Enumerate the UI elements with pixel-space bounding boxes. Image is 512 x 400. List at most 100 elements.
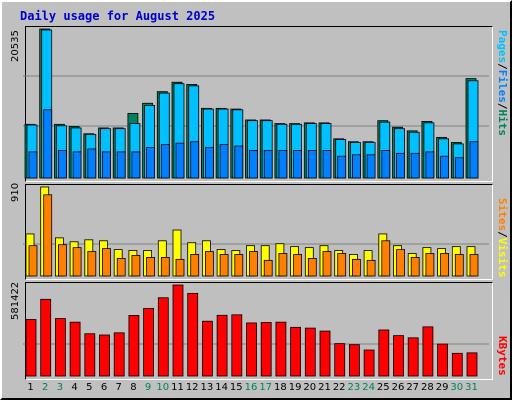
day-label: 8 <box>130 382 137 393</box>
sites-bar <box>381 240 391 277</box>
sites-bar <box>204 251 214 277</box>
pages-bar <box>204 147 214 179</box>
kbytes-bar <box>40 298 52 377</box>
sites-bar <box>263 259 273 277</box>
kbytes-bar <box>466 352 478 377</box>
kbytes-bar <box>319 330 331 377</box>
kbytes-bar <box>157 297 169 377</box>
pages-bar <box>234 145 244 179</box>
pages-bar <box>293 150 303 179</box>
kbytes-bar <box>275 321 287 377</box>
sites-bar <box>249 251 258 277</box>
day-label: 5 <box>86 382 93 393</box>
pages-bar <box>381 150 391 179</box>
sites-bar <box>175 258 185 277</box>
kbytes-bar <box>99 334 110 377</box>
day-label: 7 <box>115 382 122 393</box>
day-label: 23 <box>347 382 361 393</box>
day-label: 22 <box>332 382 346 393</box>
kbytes-bar <box>290 326 302 377</box>
pages-bar <box>469 141 479 179</box>
pages-bar <box>190 141 200 179</box>
sites-bar <box>190 254 200 277</box>
kbytes-bar <box>143 307 155 377</box>
kbytes-bar <box>172 284 184 377</box>
sites-bar <box>131 255 141 277</box>
sites-bar <box>72 247 82 277</box>
pages-bar <box>72 151 82 179</box>
chart-title: Daily usage for August 2025 <box>20 9 216 23</box>
day-label: 30 <box>450 382 464 393</box>
kbytes-bar <box>55 318 66 377</box>
kbytes-bar <box>304 327 316 377</box>
day-label: 16 <box>244 382 258 393</box>
sites-bar <box>234 254 244 277</box>
sites-bar <box>454 254 464 277</box>
sites-bar <box>87 251 97 277</box>
sites-bar <box>337 253 347 277</box>
kbytes-bar <box>348 344 360 377</box>
sites-bar <box>219 254 229 277</box>
day-label: 25 <box>376 382 390 393</box>
pages-bar <box>28 151 38 179</box>
sites-bar <box>410 257 420 277</box>
day-label: 24 <box>362 382 375 393</box>
kbytes-bar <box>25 319 37 377</box>
pages-bar <box>278 150 288 179</box>
sites-bar <box>160 257 170 277</box>
pages-bar <box>249 150 258 179</box>
day-label: 3 <box>56 382 64 393</box>
pages-bar <box>58 150 67 179</box>
sites-bar <box>102 248 111 277</box>
sites-bar <box>322 251 332 277</box>
pages-bar <box>43 109 53 179</box>
day-label: 31 <box>465 382 478 393</box>
day-label: 20 <box>303 382 317 393</box>
sites-bar <box>116 257 126 277</box>
pages-bar <box>87 148 97 179</box>
day-label: 4 <box>71 382 78 393</box>
sites-bar <box>293 254 303 277</box>
kbytes-bar <box>201 320 213 377</box>
pages-bar <box>102 151 111 179</box>
day-label: 2 <box>42 382 49 393</box>
sites-bar <box>28 245 38 277</box>
kbytes-bar <box>393 335 404 377</box>
sites-bar <box>351 258 361 277</box>
day-label: 27 <box>406 382 420 393</box>
pages-bar <box>425 151 435 179</box>
day-label: 17 <box>259 382 273 393</box>
pages-bar <box>219 144 229 179</box>
sites-bar <box>58 244 67 277</box>
kbytes-bar <box>334 343 346 377</box>
kbytes-bar <box>113 332 125 377</box>
sites-bar <box>146 257 156 277</box>
kbytes-bar <box>69 321 81 377</box>
day-label: 9 <box>144 382 152 393</box>
pages-bar <box>396 152 405 179</box>
kbytes-bar <box>451 352 463 377</box>
pages-bar <box>307 150 317 179</box>
day-label: 1 <box>27 382 34 393</box>
kbytes-bar <box>231 314 243 377</box>
day-label: 10 <box>156 382 170 393</box>
sites-bar <box>366 259 376 277</box>
pages-bar <box>410 152 420 179</box>
sites-bar <box>43 194 53 277</box>
sites-bar <box>440 253 450 277</box>
sites-bar <box>425 253 435 277</box>
pages-bar <box>146 147 156 179</box>
pages-bar <box>116 151 126 179</box>
kbytes-bar <box>378 329 390 377</box>
sites-bar <box>278 253 288 277</box>
kbytes-bar <box>128 315 140 377</box>
day-label: 6 <box>100 382 108 393</box>
pages-bar <box>440 155 450 179</box>
day-label: 19 <box>288 382 302 393</box>
pages-bar <box>322 150 332 179</box>
sites-bar <box>307 257 317 277</box>
pages-bar <box>366 154 376 179</box>
kbytes-bar <box>437 343 449 377</box>
day-label: 21 <box>318 382 331 393</box>
